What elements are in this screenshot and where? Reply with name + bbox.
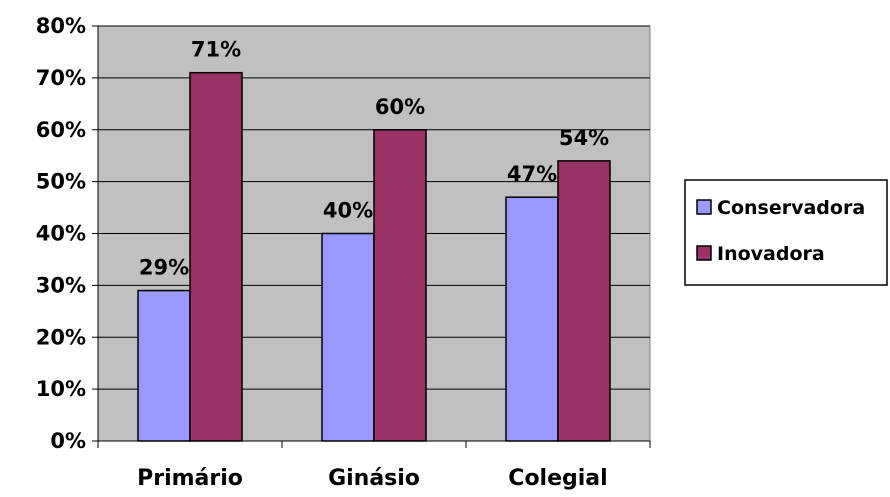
y-tick-label: 40%: [36, 222, 86, 246]
data-label: 60%: [375, 95, 425, 119]
data-label: 29%: [139, 256, 189, 280]
bar-inovadora-2: [557, 160, 611, 442]
legend-swatch: [696, 245, 712, 261]
x-category-label: Ginásio: [328, 466, 420, 491]
bar-conservadora-0: [137, 289, 191, 442]
y-tick-label: 70%: [36, 66, 86, 90]
legend: [684, 179, 888, 286]
y-tick-label: 60%: [36, 118, 86, 142]
y-tick-label: 30%: [36, 273, 86, 297]
bar-conservadora-1: [321, 232, 375, 442]
legend-label: Conservadora: [717, 197, 865, 219]
y-tick-label: 50%: [36, 170, 86, 194]
bar-inovadora-0: [189, 71, 243, 442]
data-label: 47%: [507, 162, 557, 186]
legend-swatch: [696, 199, 712, 215]
legend-label: Inovadora: [717, 243, 825, 265]
bar-conservadora-2: [505, 196, 559, 442]
y-tick-label: 0%: [50, 429, 86, 453]
bar-inovadora-1: [373, 129, 427, 442]
y-tick-label: 80%: [36, 14, 86, 38]
y-tick-label: 10%: [36, 377, 86, 401]
x-category-label: Colegial: [508, 466, 607, 491]
data-label: 71%: [191, 38, 241, 62]
data-label: 40%: [323, 199, 373, 223]
data-label: 54%: [559, 126, 609, 150]
y-tick-label: 20%: [36, 325, 86, 349]
x-category-label: Primário: [137, 466, 243, 491]
